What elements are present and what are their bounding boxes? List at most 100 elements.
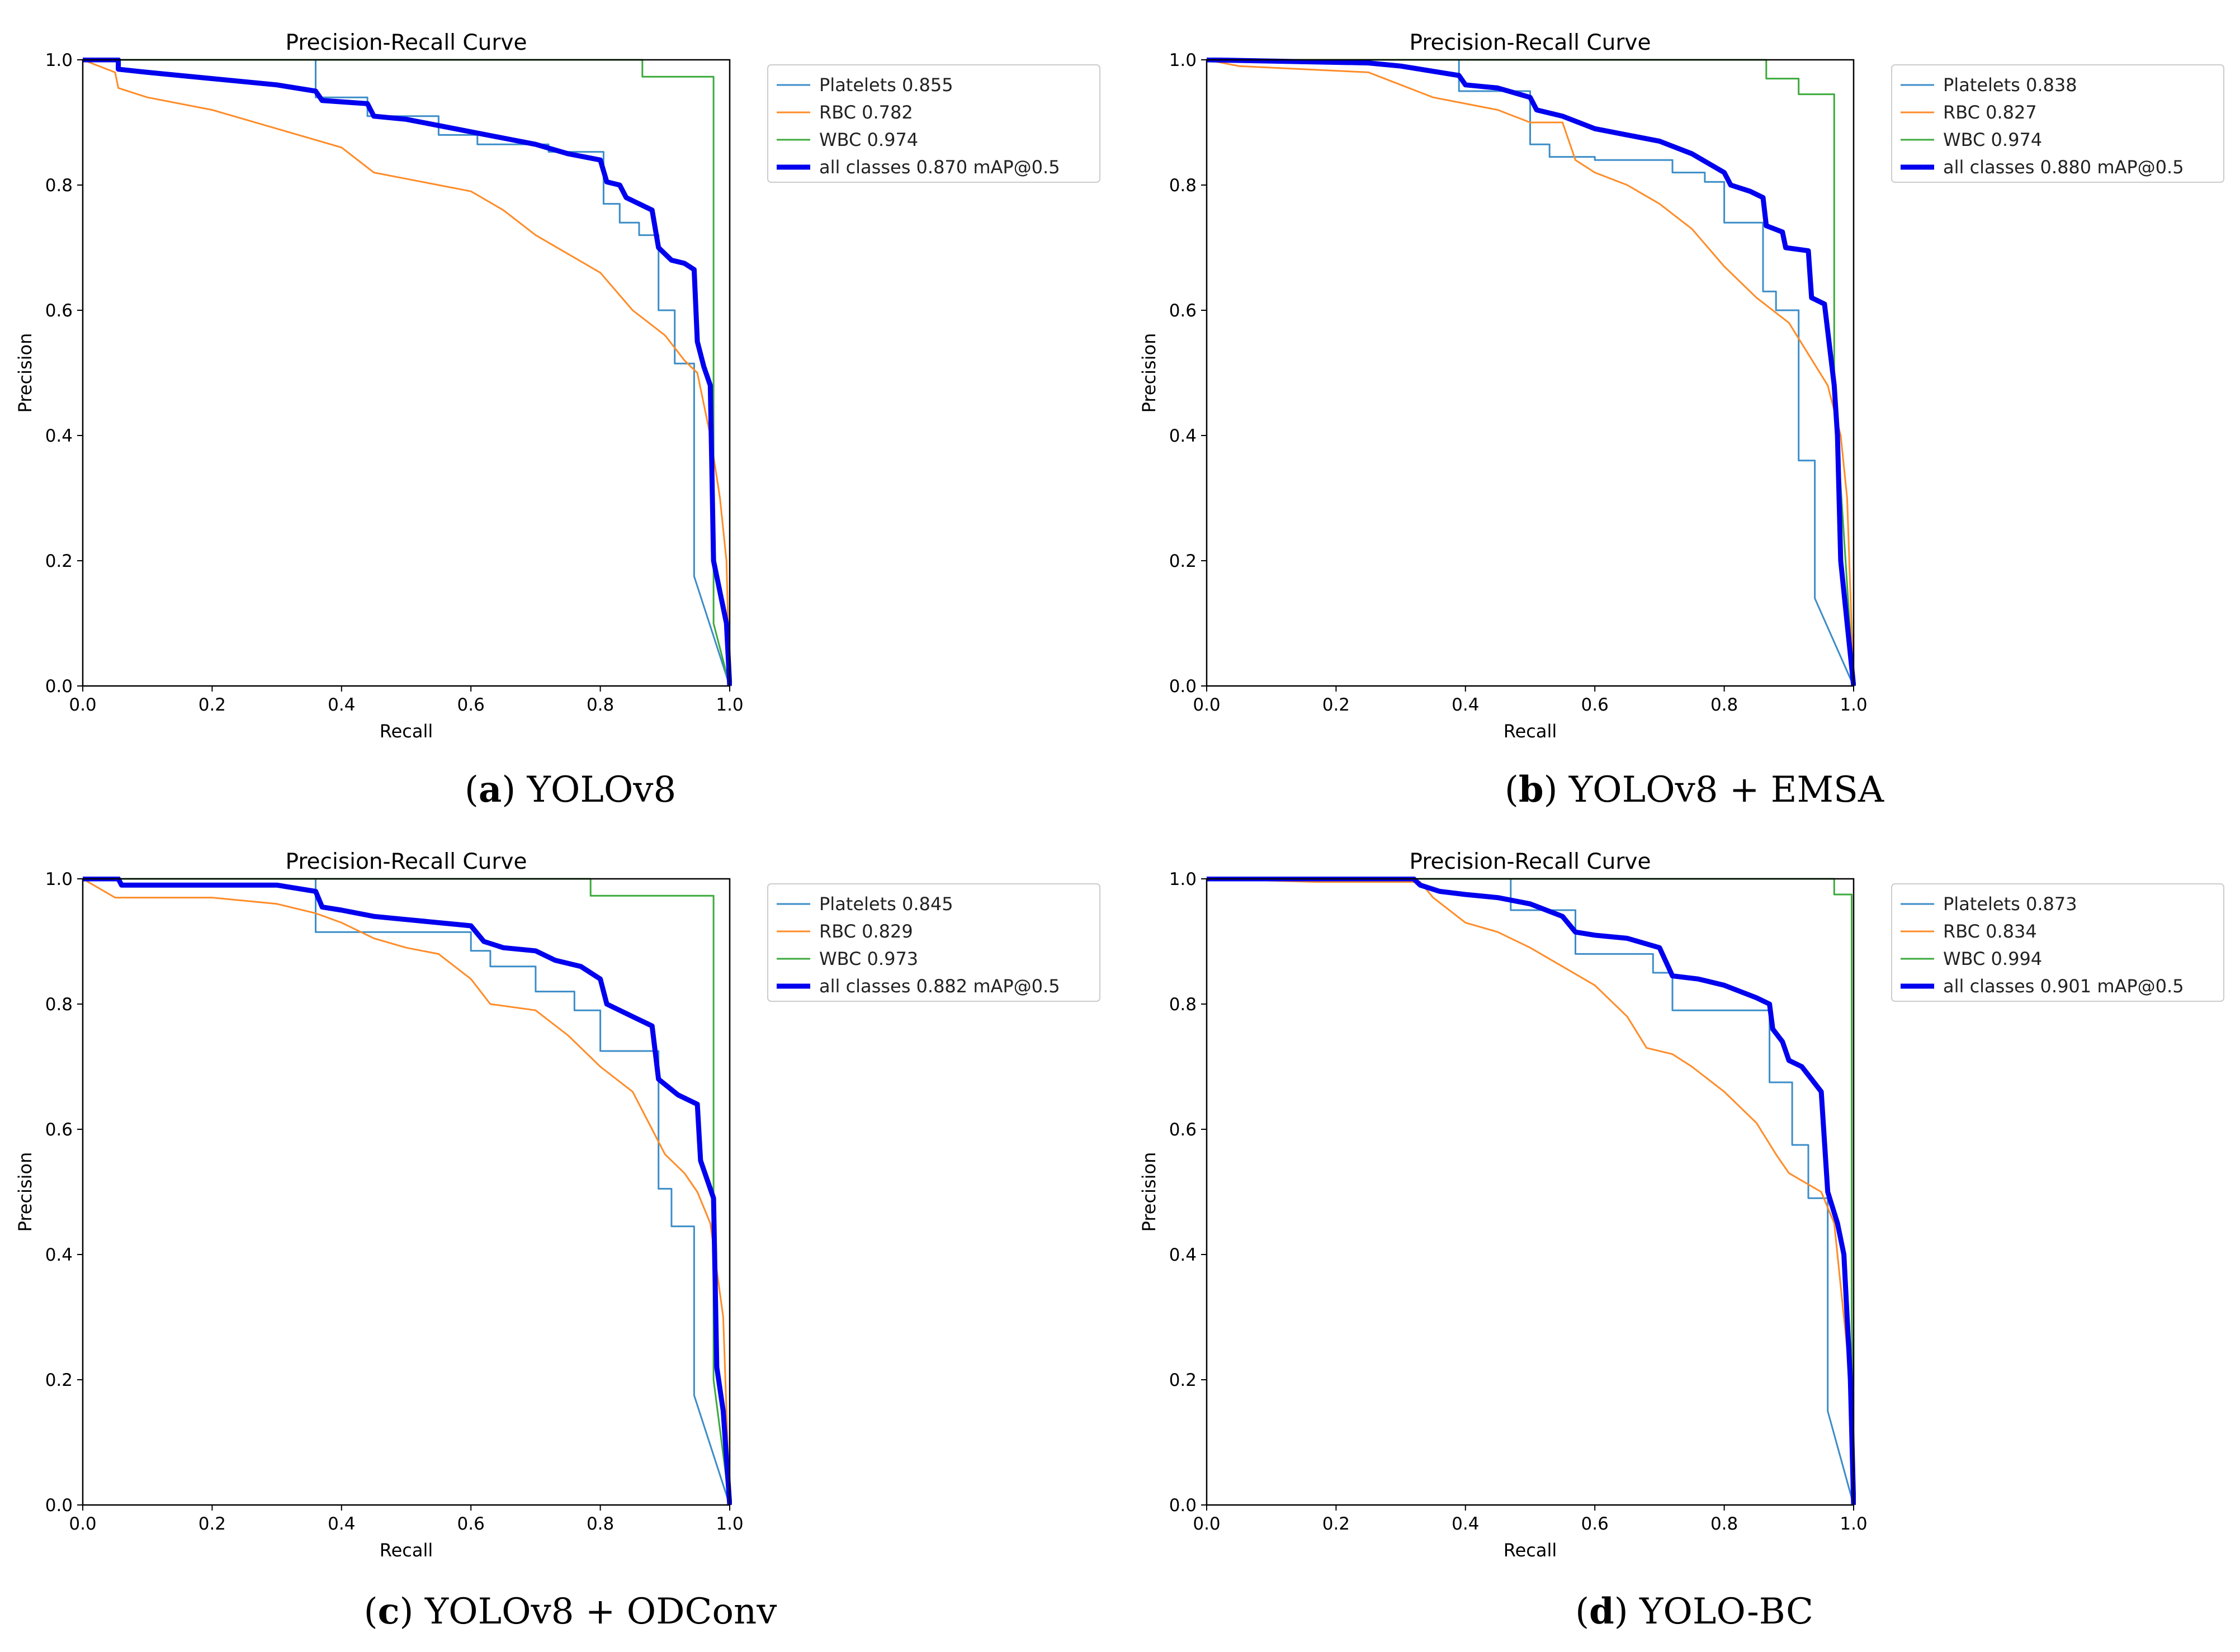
panel-c: Precision-Recall Curve 0.0 0.2 0.4 0.6 0.8 1.0…: [11, 836, 1107, 1618]
x-tick-label: 0.4: [1452, 1514, 1479, 1534]
y-axis-label: Precision: [1138, 333, 1160, 413]
legend-box: [1891, 883, 2224, 1002]
x-tick-label: 0.2: [1322, 695, 1350, 715]
x-tick-label: 0.6: [457, 1514, 485, 1534]
y-tick-label: 1.0: [1169, 50, 1197, 70]
chart-title: Precision-Recall Curve: [286, 30, 527, 55]
x-tick-label: 1.0: [716, 1514, 743, 1534]
pr-chart-a: Precision-Recall Curve 0.0 0.2 0.4 0.6 0.8 1.0…: [15, 30, 1100, 742]
y-tick-label: 0.8: [1169, 995, 1197, 1015]
legend-label-rbc: RBC 0.829: [819, 921, 913, 942]
series-line-all: [83, 58, 732, 687]
series-line-all: [1206, 58, 1856, 687]
x-tick-label: 0.4: [328, 695, 355, 715]
legend-label-platelets: Platelets 0.873: [1943, 893, 2077, 915]
series-line-platelets: [83, 59, 731, 687]
x-tick-label: 0.4: [328, 1514, 355, 1534]
x-tick-label: 0.6: [1581, 695, 1609, 715]
legend-box: [767, 64, 1100, 183]
y-tick-label: 0.8: [45, 176, 73, 196]
legend-label-wbc: WBC 0.974: [819, 129, 918, 150]
y-tick-label: 0.2: [45, 551, 73, 571]
x-tick-label: 0.0: [69, 1514, 96, 1534]
pr-chart-b: Precision-Recall Curve 0.0 0.2 0.4 0.6 0.8 1.0…: [1138, 30, 2224, 742]
y-tick-label: 0.4: [45, 1245, 73, 1265]
y-tick-label: 0.4: [1169, 1245, 1197, 1265]
x-axis-label: Recall: [380, 1540, 433, 1561]
x-tick-label: 0.8: [1710, 695, 1738, 715]
y-tick-label: 0.8: [1169, 176, 1197, 196]
legend-label-wbc: WBC 0.974: [1943, 129, 2042, 150]
plot-frame: [1206, 59, 1855, 687]
caption-d: (d) YOLO-BC: [1575, 1591, 1813, 1632]
pr-chart-c: Precision-Recall Curve 0.0 0.2 0.4 0.6 0.8 1.0…: [15, 849, 1100, 1561]
y-tick-label: 1.0: [1169, 869, 1197, 889]
series-line-platelets: [83, 878, 731, 1506]
series-line-wbc: [83, 59, 731, 687]
y-tick-label: 0.4: [45, 426, 73, 446]
series-line-platelets: [1207, 878, 1855, 1506]
x-tick-label: 1.0: [1840, 695, 1867, 715]
x-tick-label: 0.2: [199, 695, 226, 715]
legend-label-wbc: WBC 0.973: [819, 948, 918, 969]
series-line-rbc: [82, 59, 731, 687]
x-tick-label: 0.6: [457, 695, 485, 715]
x-tick-label: 1.0: [716, 695, 743, 715]
x-axis-label: Recall: [1504, 721, 1557, 742]
series-line-rbc: [1206, 878, 1855, 1506]
caption-c: (c) YOLOv8 + ODConv: [363, 1591, 777, 1632]
y-tick-label: 0.0: [45, 676, 73, 697]
x-tick-label: 0.2: [1322, 1514, 1350, 1534]
y-tick-label: 1.0: [45, 50, 73, 70]
legend-label-all: all classes 0.901 mAP@0.5: [1943, 976, 2184, 997]
legend-box: [767, 883, 1100, 1002]
series-line-platelets: [1207, 59, 1855, 687]
y-axis-label: Precision: [1138, 1152, 1160, 1232]
x-tick-label: 0.0: [69, 695, 96, 715]
chart-title: Precision-Recall Curve: [286, 849, 527, 874]
y-axis-label: Precision: [15, 1152, 36, 1232]
legend-label-all: all classes 0.882 mAP@0.5: [819, 976, 1060, 997]
plot-frame: [82, 878, 731, 1506]
x-axis-label: Recall: [1504, 1540, 1557, 1561]
y-tick-label: 1.0: [45, 869, 73, 889]
chart-title: Precision-Recall Curve: [1410, 30, 1651, 55]
x-tick-label: 0.8: [1710, 1514, 1738, 1534]
legend-box: [1891, 64, 2224, 183]
series-line-rbc: [82, 878, 731, 1506]
plot-frame: [82, 59, 731, 687]
series-line-all: [83, 877, 732, 1506]
x-tick-label: 0.0: [1193, 1514, 1220, 1534]
y-tick-label: 0.6: [1169, 301, 1197, 321]
y-tick-label: 0.0: [45, 1495, 73, 1516]
x-tick-label: 0.4: [1452, 695, 1479, 715]
caption-b: (b) YOLOv8 + EMSA: [1504, 769, 1884, 811]
y-tick-label: 0.6: [1169, 1120, 1197, 1140]
x-tick-label: 0.0: [1193, 695, 1220, 715]
caption-a: (a) YOLOv8: [464, 769, 677, 811]
x-tick-label: 1.0: [1840, 1514, 1867, 1534]
plot-frame: [1206, 878, 1855, 1506]
legend-label-platelets: Platelets 0.845: [819, 893, 953, 915]
panel-a: Precision-Recall Curve 0.0 0.2 0.4 0.6 0.8 1.0…: [11, 17, 1107, 799]
x-tick-label: 0.6: [1581, 1514, 1609, 1534]
chart-title: Precision-Recall Curve: [1410, 849, 1651, 874]
legend-label-all: all classes 0.880 mAP@0.5: [1943, 157, 2184, 178]
legend-label-rbc: RBC 0.827: [1943, 102, 2037, 123]
y-tick-label: 0.6: [45, 301, 73, 321]
series-line-wbc: [1207, 59, 1855, 687]
x-tick-label: 0.8: [587, 695, 614, 715]
x-axis-label: Recall: [380, 721, 433, 742]
legend-label-platelets: Platelets 0.838: [1943, 74, 2077, 96]
pr-chart-d: Precision-Recall Curve 0.0 0.2 0.4 0.6 0.8 1.0…: [1138, 849, 2224, 1561]
y-tick-label: 0.6: [45, 1120, 73, 1140]
y-tick-label: 0.2: [1169, 551, 1197, 571]
series-line-rbc: [1206, 59, 1855, 687]
y-tick-label: 0.8: [45, 995, 73, 1015]
series-line-wbc: [83, 878, 731, 1506]
legend-label-rbc: RBC 0.782: [819, 102, 913, 123]
panel-d: Precision-Recall Curve 0.0 0.2 0.4 0.6 0.8 1.0…: [1135, 836, 2231, 1618]
y-axis-label: Precision: [15, 333, 36, 413]
legend-label-rbc: RBC 0.834: [1943, 921, 2037, 942]
y-tick-label: 0.2: [1169, 1370, 1197, 1390]
